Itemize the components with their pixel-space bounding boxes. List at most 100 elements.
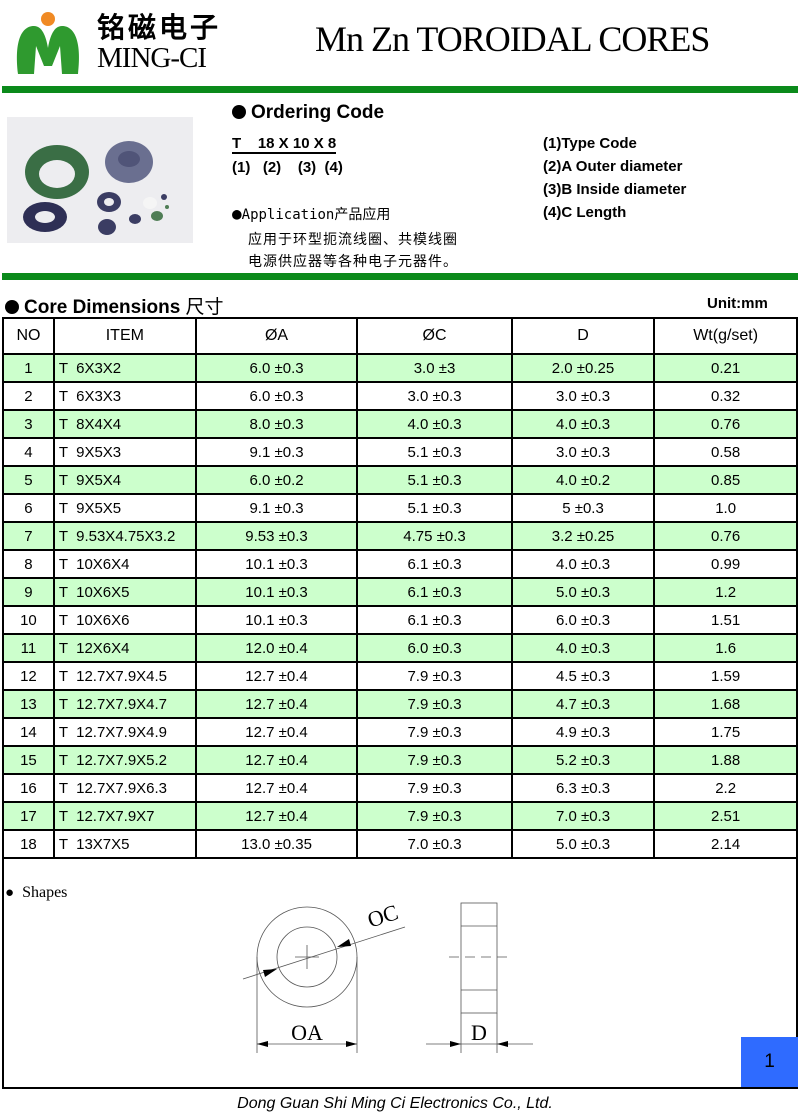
cell-item: T 9X5X4: [52, 465, 197, 495]
cell-weight: 0.76: [653, 521, 798, 551]
cell-outer-diameter: 12.7 ±0.4: [194, 717, 359, 747]
cell-item: T 12.7X7.9X7: [52, 801, 197, 831]
cell-outer-diameter: 12.0 ±0.4: [194, 633, 359, 663]
table-row: 14 T 12.7X7.9X4.9 12.7 ±0.4 7.9 ±0.3 4.9 ±0.…: [2, 717, 798, 747]
cell-no: 14: [2, 717, 55, 747]
heading-text: Shapes: [22, 884, 68, 901]
dimension-label-c: OC: [364, 899, 401, 932]
cell-no: 15: [2, 745, 55, 775]
cell-weight: 0.21: [653, 353, 798, 383]
cell-length: 5.2 ±0.3: [510, 745, 656, 775]
cell-inner-diameter: 5.1 ±0.3: [356, 493, 513, 523]
cell-item: T 12.7X7.9X4.5: [52, 661, 197, 691]
cell-no: 1: [2, 353, 55, 383]
cell-weight: 1.51: [653, 605, 798, 635]
cell-no: 10: [2, 605, 55, 635]
heading-text: Core Dimensions: [24, 297, 181, 318]
cell-outer-diameter: 13.0 ±0.35: [194, 829, 359, 859]
cell-length: 6.0 ±0.3: [510, 605, 656, 635]
cell-item: T 9X5X5: [52, 493, 197, 523]
application-line: 应用于环型扼流线圈、共模线圈: [248, 232, 458, 248]
cell-weight: 0.99: [653, 549, 798, 579]
cell-item: T 8X4X4: [52, 409, 197, 439]
cell-weight: 1.68: [653, 689, 798, 719]
cell-length: 4.7 ±0.3: [510, 689, 656, 719]
brand-name-english: MING-CI: [97, 42, 207, 74]
table-row: 12 T 12.7X7.9X4.5 12.7 ±0.4 7.9 ±0.3 4.5 ±0.…: [2, 661, 798, 691]
cell-length: 5.0 ±0.3: [510, 829, 656, 859]
legend-item: (3)B Inside diameter: [543, 181, 687, 198]
cell-inner-diameter: 5.1 ±0.3: [356, 437, 513, 467]
dimension-label-a: OA: [291, 1020, 323, 1045]
legend-item: (4)C Length: [543, 204, 627, 221]
cell-item: T 10X6X4: [52, 549, 197, 579]
cell-weight: 1.2: [653, 577, 798, 607]
table-row: 11 T 12X6X4 12.0 ±0.4 6.0 ±0.3 4.0 ±0.3 1.6: [2, 633, 798, 663]
cell-item: T 12.7X7.9X6.3: [52, 773, 197, 803]
column-header: ITEM: [52, 317, 197, 355]
cell-item: T 9.53X4.75X3.2: [52, 521, 197, 551]
cell-outer-diameter: 8.0 ±0.3: [194, 409, 359, 439]
cell-item: T 12.7X7.9X5.2: [52, 745, 197, 775]
cell-outer-diameter: 12.7 ±0.4: [194, 745, 359, 775]
cell-no: 8: [2, 549, 55, 579]
cell-no: 18: [2, 829, 55, 859]
footer-company: Dong Guan Shi Ming Ci Electronics Co., L…: [237, 1095, 553, 1112]
table-row: 17 T 12.7X7.9X7 12.7 ±0.4 7.9 ±0.3 7.0 ±0.3 2…: [2, 801, 798, 831]
cell-outer-diameter: 6.0 ±0.3: [194, 381, 359, 411]
cell-inner-diameter: 7.9 ±0.3: [356, 745, 513, 775]
cell-item: T 12X6X4: [52, 633, 197, 663]
bullet-icon: [5, 300, 19, 314]
dimension-label-d: D: [471, 1020, 487, 1045]
column-header: D: [510, 317, 656, 355]
cell-no: 12: [2, 661, 55, 691]
cell-item: T 12.7X7.9X4.7: [52, 689, 197, 719]
legend-item: (2)A Outer diameter: [543, 158, 683, 175]
cell-outer-diameter: 9.53 ±0.3: [194, 521, 359, 551]
table-row: 16 T 12.7X7.9X6.3 12.7 ±0.4 7.9 ±0.3 6.3 ±0.…: [2, 773, 798, 803]
cell-length: 4.9 ±0.3: [510, 717, 656, 747]
core-dimensions-heading: Core Dimensions 尺寸: [5, 292, 224, 319]
cell-outer-diameter: 10.1 ±0.3: [194, 605, 359, 635]
cell-inner-diameter: 7.9 ±0.3: [356, 689, 513, 719]
cell-weight: 0.32: [653, 381, 798, 411]
shapes-heading: ● Shapes: [5, 884, 68, 901]
ordering-code-heading: Ordering Code: [232, 102, 384, 124]
cell-item: T 10X6X6: [52, 605, 197, 635]
cell-outer-diameter: 9.1 ±0.3: [194, 437, 359, 467]
cell-inner-diameter: 4.75 ±0.3: [356, 521, 513, 551]
bullet-icon: [232, 105, 246, 119]
column-header: Wt(g/set): [653, 317, 798, 355]
cell-weight: 2.14: [653, 829, 798, 859]
cell-outer-diameter: 12.7 ±0.4: [194, 773, 359, 803]
core-shape-drawing: OA OC D: [242, 899, 533, 1053]
cell-outer-diameter: 6.0 ±0.3: [194, 353, 359, 383]
cell-length: 4.0 ±0.3: [510, 549, 656, 579]
cell-weight: 1.59: [653, 661, 798, 691]
cell-length: 3.0 ±0.3: [510, 381, 656, 411]
cell-length: 4.0 ±0.3: [510, 633, 656, 663]
page-title: Mn Zn TOROIDAL CORES: [315, 19, 710, 59]
cell-length: 4.0 ±0.2: [510, 465, 656, 495]
cell-inner-diameter: 3.0 ±3: [356, 353, 513, 383]
table-row: 18 T 13X7X5 13.0 ±0.35 7.0 ±0.3 5.0 ±0.3 2.14: [2, 829, 798, 859]
column-header: ØC: [356, 317, 513, 355]
cell-outer-diameter: 6.0 ±0.2: [194, 465, 359, 495]
cell-inner-diameter: 6.1 ±0.3: [356, 577, 513, 607]
cell-inner-diameter: 5.1 ±0.3: [356, 465, 513, 495]
cell-weight: 0.85: [653, 465, 798, 495]
ming-ci-logo: [16, 12, 80, 74]
cell-no: 2: [2, 381, 55, 411]
cell-no: 4: [2, 437, 55, 467]
heading-text-cn: 尺寸: [185, 297, 224, 318]
cell-inner-diameter: 4.0 ±0.3: [356, 409, 513, 439]
cell-outer-diameter: 10.1 ±0.3: [194, 549, 359, 579]
